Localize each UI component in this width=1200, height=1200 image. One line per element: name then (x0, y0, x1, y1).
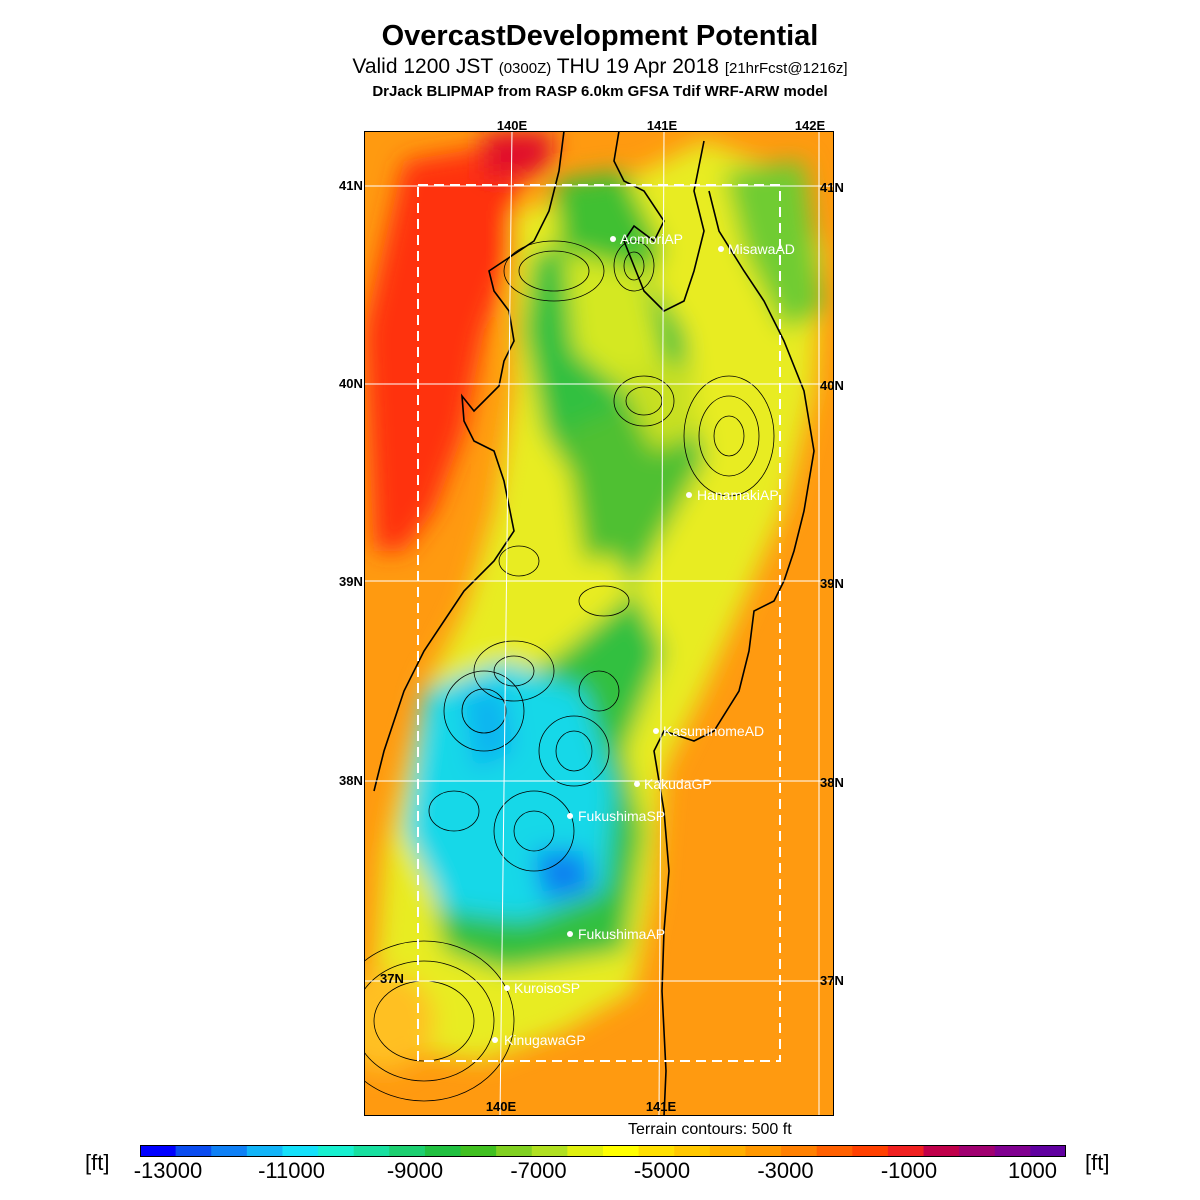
colorbar-swatch (923, 1145, 960, 1157)
station-label-kasuminome: KasuminomeAD (663, 723, 765, 739)
color-field (364, 131, 834, 1116)
colorbar-tick-label: -7000 (510, 1158, 567, 1183)
inner-domain-box (417, 184, 781, 1062)
colorbar-tick-label: 1000 (1008, 1158, 1057, 1183)
valid-prefix: Valid 1200 JST (352, 55, 493, 78)
colorbar-swatch (603, 1145, 640, 1157)
lat-label-left-38n: 38N (339, 773, 363, 788)
terrain-contour-caption: Terrain contours: 500 ft (628, 1121, 792, 1138)
lat-label-right-41n: 41N (820, 180, 844, 195)
colorbar-swatch (460, 1145, 497, 1157)
graticule (364, 131, 834, 1116)
valid-date: THU 19 Apr 2018 (556, 55, 719, 78)
lat-label-left-37n: 37N (380, 971, 404, 986)
lon-label-bottom-140e: 140E (485, 1099, 517, 1114)
station-label-kakuda: KakudaGP (644, 776, 712, 792)
colorbar-swatch (1030, 1145, 1066, 1157)
forecast-info: [21hrFcst@1216z] (724, 60, 848, 77)
model-info: DrJack BLIPMAP from RASP 6.0km GFSA Tdif… (372, 83, 828, 100)
colorbar-swatch (887, 1145, 925, 1157)
lat-label-left-39n: 39N (339, 574, 363, 589)
color-scale-bar (140, 1145, 1066, 1157)
lat-label-right-39n: 39N (820, 576, 844, 591)
colorbar-tick-label: -1000 (880, 1158, 938, 1183)
colorbar-swatch (745, 1145, 782, 1157)
colorbar-swatch (709, 1145, 746, 1157)
lat-label-left-41n: 41N (339, 178, 363, 193)
lon-label-top-140e: 140E (496, 118, 528, 133)
colorbar-swatch (567, 1145, 604, 1157)
lon-label-bottom-141e: 141E (645, 1099, 677, 1114)
lat-label-right-37n: 37N (820, 973, 844, 988)
colorbar-swatch (531, 1145, 568, 1157)
map-title: OvercastDevelopment Potential (381, 20, 819, 52)
colorbar-swatch (211, 1145, 248, 1157)
station-label-misawa: MisawaAD (728, 241, 795, 257)
station-label-fukushima-ap: FukushimaAP (578, 926, 666, 942)
lat-label-left-40n: 40N (339, 376, 363, 391)
colorbar-tick-label: -11000 (258, 1158, 325, 1183)
unit-label-right: [ft] (1085, 1150, 1110, 1175)
station-label-kinugawa: KinugawaGP (504, 1032, 586, 1048)
station-markers (492, 236, 724, 1043)
colorbar-swatch (852, 1145, 889, 1157)
colorbar-tick-label: -13000 (133, 1158, 203, 1183)
colorbar-swatch (282, 1145, 319, 1157)
colorbar-swatch (318, 1145, 355, 1157)
lat-label-right-38n: 38N (820, 775, 844, 790)
forecast-map (364, 131, 834, 1116)
colorbar-swatch (781, 1145, 818, 1157)
valid-time-line: Valid 1200 JST (0300Z) THU 19 Apr 2018 [… (0, 55, 1200, 79)
colorbar-tick-label: -3000 (757, 1158, 814, 1183)
unit-label-left: [ft] (85, 1150, 110, 1175)
colorbar-swatch (353, 1145, 390, 1157)
station-label-kuroiso: KuroisoSP (514, 980, 581, 996)
lat-label-right-40n: 40N (820, 378, 844, 393)
colorbar-swatch (389, 1145, 426, 1157)
colorbar-tick-label: -9000 (386, 1158, 444, 1183)
colorbar-swatch (140, 1145, 177, 1157)
colorbar-swatch (959, 1145, 996, 1157)
colorbar-swatch (424, 1145, 462, 1157)
colorbar-swatch (816, 1145, 853, 1157)
colorbar-tick-label: -5000 (633, 1158, 691, 1183)
map-frame (364, 131, 834, 1116)
lon-label-top-142e: 142E (794, 118, 826, 133)
colorbar-swatch (496, 1145, 533, 1157)
colorbar-swatch (175, 1145, 212, 1157)
colorbar-swatch (638, 1145, 675, 1157)
station-label-fukushima-sp: FukushimaSP (578, 808, 666, 824)
colorbar-swatch (994, 1145, 1031, 1157)
colorbar-swatch (674, 1145, 711, 1157)
station-label-aomori: AomoriAP (620, 231, 684, 247)
lon-label-top-141e: 141E (646, 118, 678, 133)
station-label-hanamaki: HanamakiAP (697, 487, 779, 503)
colorbar-swatch (246, 1145, 283, 1157)
valid-zulu: (0300Z) (498, 60, 552, 77)
